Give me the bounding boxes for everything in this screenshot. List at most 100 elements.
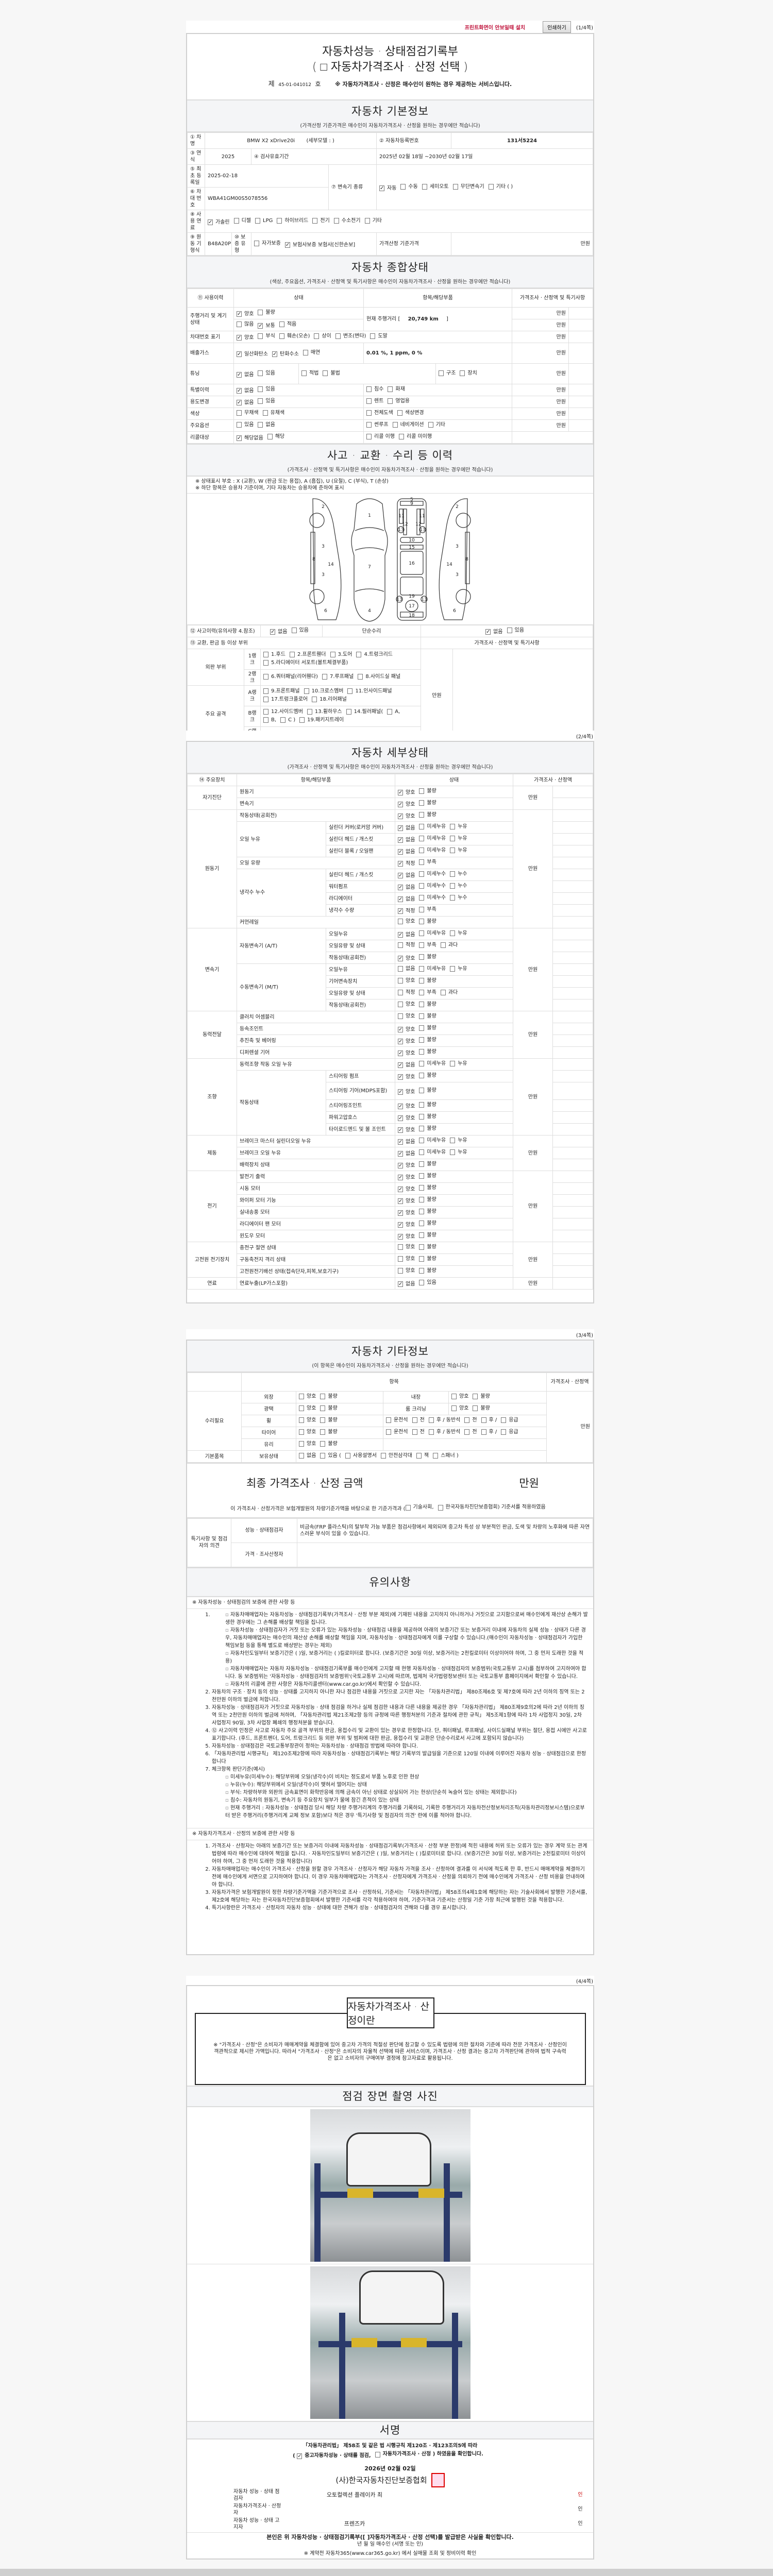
checkbox-option[interactable]: 영업용 xyxy=(388,398,410,404)
checkbox-option[interactable]: 후 / 동반석 xyxy=(428,1429,460,1435)
checkbox-option[interactable]: ✓ 중고자동차성능 · 상태를 점검, xyxy=(297,2452,371,2460)
checkbox-option[interactable]: ✓ 양호 xyxy=(398,1074,415,1080)
checkbox-option[interactable]: 13.휠하우스 xyxy=(307,708,342,715)
checkbox-option[interactable]: 불량 xyxy=(419,1196,436,1203)
checkbox-option[interactable]: 매연 xyxy=(303,349,320,356)
checkbox-option[interactable]: 도말 xyxy=(370,333,388,340)
checkbox-option[interactable]: 양호 xyxy=(398,977,415,984)
checkbox-option[interactable]: 리콜 이행 xyxy=(366,433,395,440)
checkbox-option[interactable]: 불량 xyxy=(419,1037,436,1043)
checkbox-option[interactable]: ✓ 없음 xyxy=(398,837,415,843)
checkbox-option[interactable]: 미세누수 xyxy=(419,883,446,889)
checkbox-option[interactable]: 양호 xyxy=(398,918,415,925)
checkbox-option[interactable]: 부족 xyxy=(419,859,436,866)
checkbox-option[interactable]: 누유 xyxy=(450,835,467,842)
checkbox-option[interactable]: 있음 ( xyxy=(320,1452,341,1459)
checkbox-option[interactable]: 자동차가격조사 · 산정 ) 하였음을 확인합니다. xyxy=(375,2450,483,2459)
checkbox-option[interactable]: 잭 xyxy=(416,1452,429,1459)
checkbox-option[interactable]: 불량 xyxy=(419,1161,436,1167)
checkbox-option[interactable]: 부족 xyxy=(419,942,436,948)
checkbox-option[interactable]: 불량 xyxy=(419,788,436,794)
checkbox-option[interactable]: B, xyxy=(263,717,276,723)
checkbox-option[interactable]: ✓ 일산화탄소 xyxy=(237,351,268,358)
checkbox-option[interactable]: 기타 ( ) xyxy=(488,183,513,190)
checkbox-option[interactable]: 7.루프패널 xyxy=(322,673,354,680)
checkbox-option[interactable]: 19.패키지트레이 xyxy=(299,717,344,723)
checkbox-option[interactable]: 양호 xyxy=(299,1393,316,1400)
checkbox-option[interactable]: 변조(변타) xyxy=(335,333,366,340)
checkbox-option[interactable]: 없음 xyxy=(398,965,415,972)
checkbox-option[interactable]: 미세누유 xyxy=(419,823,446,830)
checkbox-option[interactable]: ✓ 적정 xyxy=(398,860,415,867)
checkbox-option[interactable]: 누수 xyxy=(450,883,467,889)
checkbox-option[interactable]: ✓ 없음 xyxy=(398,849,415,855)
checkbox-option[interactable]: 불량 xyxy=(320,1417,338,1423)
checkbox-option[interactable]: ✓ 양호 xyxy=(398,1050,415,1057)
checkbox-option[interactable]: 자가보증 xyxy=(254,240,281,247)
checkbox-option[interactable]: 불량 xyxy=(419,1173,436,1179)
checkbox-option[interactable]: ✓ 양호 xyxy=(398,1103,415,1110)
checkbox-option[interactable]: 수소전기 xyxy=(333,217,361,224)
checkbox-option[interactable]: 디젤 xyxy=(233,217,251,224)
checkbox-option[interactable]: LPG xyxy=(255,217,273,224)
checkbox-option[interactable]: 있음 xyxy=(419,1279,436,1286)
checkbox-option[interactable]: 운전석 xyxy=(386,1429,408,1435)
checkbox-option[interactable]: 응급 xyxy=(501,1429,518,1435)
checkbox-option[interactable]: 양호 xyxy=(299,1440,316,1447)
checkbox-option[interactable]: 누유 xyxy=(450,847,467,854)
checkbox-option[interactable]: 양호 xyxy=(299,1405,316,1412)
checkbox-option[interactable]: 썬루프 xyxy=(366,421,389,428)
checkbox-option[interactable]: 불량 xyxy=(419,954,436,960)
checkbox-option[interactable]: 미세누유 xyxy=(419,1137,446,1144)
checkbox-option[interactable]: 10.크로스멤버 xyxy=(304,688,343,694)
checkbox-option[interactable]: 6.쿼터패널(리어휀다) xyxy=(263,673,318,680)
checkbox-option[interactable]: 많음 xyxy=(237,321,254,328)
checkbox-option[interactable]: ✓ 양호 xyxy=(398,1198,415,1205)
checkbox-option[interactable]: 있음 xyxy=(258,386,275,393)
checkbox-option[interactable]: 사용설명서 xyxy=(345,1452,377,1459)
checkbox-option[interactable]: 후 / 동반석 xyxy=(428,1417,460,1423)
checkbox-option[interactable]: ✓ 탄화수소 xyxy=(272,351,299,358)
checkbox-option[interactable]: ✓ 없음 xyxy=(398,1281,415,1287)
checkbox-option[interactable]: 해당 xyxy=(267,433,284,440)
checkbox-option[interactable]: ✓ 양호 xyxy=(398,1210,415,1216)
checkbox-option[interactable]: 렌트 xyxy=(366,398,383,404)
checkbox-option[interactable]: 네비게이션 xyxy=(392,421,424,428)
checkbox-option[interactable]: ✓ 양호 xyxy=(398,1186,415,1193)
checkbox-option[interactable]: 양호 xyxy=(299,1429,316,1435)
checkbox-option[interactable]: 5.라디에이터 서포트(볼트체결부품) xyxy=(263,659,348,666)
checkbox-option[interactable]: 양호 xyxy=(398,1267,415,1274)
checkbox-option[interactable]: 적정 xyxy=(398,942,415,948)
checkbox-option[interactable]: 불법 xyxy=(323,370,340,377)
checkbox-option[interactable]: 미세누유 xyxy=(419,1060,446,1067)
checkbox-option[interactable]: 양호 xyxy=(398,1001,415,1008)
checkbox-option[interactable]: 12.사이드멤버 xyxy=(263,708,303,715)
checkbox-option[interactable]: ✓ 양호 xyxy=(398,1162,415,1169)
checkbox-option[interactable]: 하이브리드 xyxy=(277,217,308,224)
checkbox-option[interactable]: ✓ 가솔린 xyxy=(208,219,230,226)
checkbox-option[interactable]: 미세누수 xyxy=(419,894,446,901)
checkbox-option[interactable]: 없음 xyxy=(299,1452,316,1459)
checkbox-option[interactable]: 불량 xyxy=(419,800,436,806)
checkbox-option[interactable]: ✓ 양호 xyxy=(398,1089,415,1095)
checkbox-option[interactable]: 색상변경 xyxy=(397,410,424,416)
checkbox-option[interactable]: 화재 xyxy=(388,386,405,393)
checkbox-option[interactable]: 양호 xyxy=(398,1244,415,1250)
checkbox-option[interactable]: ✓ 없음 xyxy=(237,399,254,406)
checkbox-option[interactable]: 구조 xyxy=(439,370,456,377)
checkbox-option[interactable]: ✓ 해당없음 xyxy=(237,435,263,442)
checkbox-option[interactable]: 수동 xyxy=(400,183,418,190)
checkbox-option[interactable]: ✓ 양호 xyxy=(398,813,415,820)
checkbox-option[interactable]: 있음 xyxy=(291,627,309,634)
checkbox-option[interactable]: 누유 xyxy=(450,1060,467,1067)
checkbox-option[interactable]: 적음 xyxy=(279,321,296,328)
checkbox-option[interactable]: ✓ 자동 xyxy=(379,185,396,192)
checkbox-option[interactable]: 있음 xyxy=(237,421,254,428)
checkbox-option[interactable]: 불량 xyxy=(419,1113,436,1120)
install-link[interactable]: 프린트화면이 안보일때 설치 xyxy=(464,25,526,31)
checkbox-option[interactable]: ✓ 없음 xyxy=(270,629,288,635)
checkbox-option[interactable]: ✓ 양호 xyxy=(398,789,415,796)
checkbox-option[interactable]: 양호 xyxy=(451,1405,468,1412)
checkbox-option[interactable]: 응급 xyxy=(501,1417,518,1423)
checkbox-option[interactable]: 유채색 xyxy=(262,410,284,416)
